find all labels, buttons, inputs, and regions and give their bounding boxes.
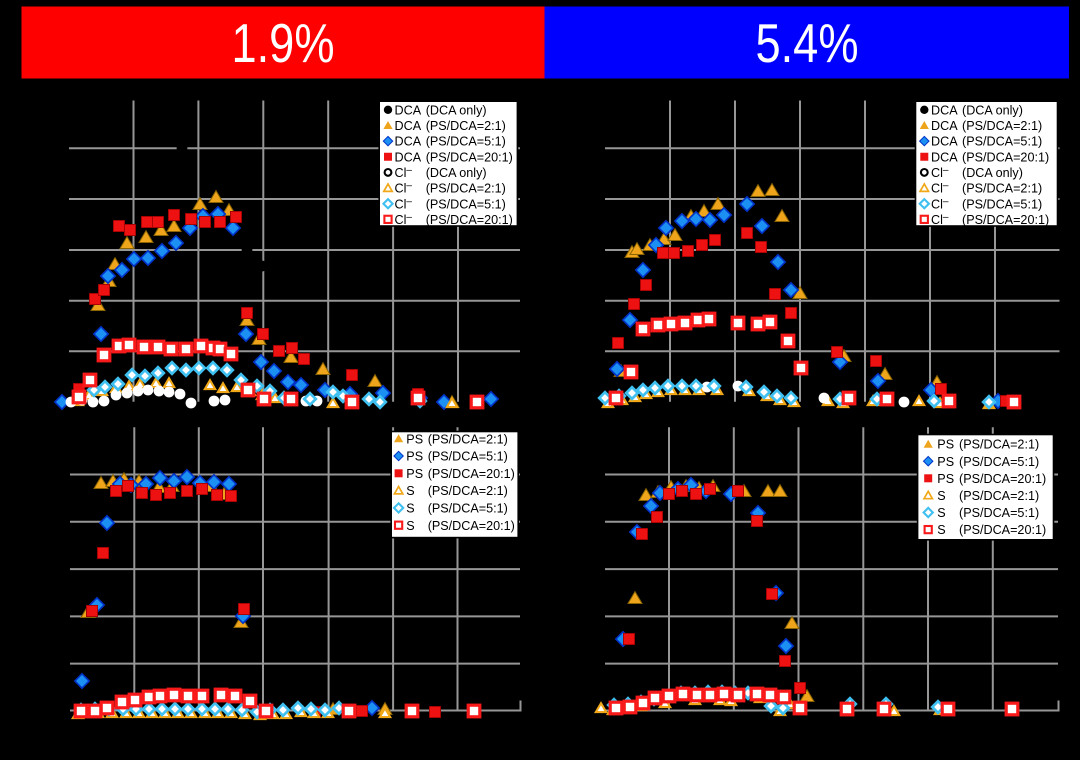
svg-text:(DCA only): (DCA only) xyxy=(962,166,1023,180)
svg-text:(PS/DCA=2:1): (PS/DCA=2:1) xyxy=(962,119,1042,133)
svg-text:S: S xyxy=(406,502,414,516)
svg-text:(PS/DCA=2:1): (PS/DCA=2:1) xyxy=(428,484,508,498)
svg-text:(PS/DCA=2:1): (PS/DCA=2:1) xyxy=(959,438,1039,452)
svg-text:(PS/DCA=20:1): (PS/DCA=20:1) xyxy=(428,467,515,481)
svg-text:(PS/DCA=20:1): (PS/DCA=20:1) xyxy=(426,150,513,164)
svg-text:(PS/DCA=20:1): (PS/DCA=20:1) xyxy=(959,523,1046,537)
svg-text:(PS/DCA=5:1): (PS/DCA=5:1) xyxy=(962,197,1042,211)
svg-text:DCA: DCA xyxy=(931,150,958,164)
svg-text:(PS/DCA=2:1): (PS/DCA=2:1) xyxy=(426,119,506,133)
svg-text:(PS/DCA=2:1): (PS/DCA=2:1) xyxy=(426,182,506,196)
svg-text:(PS/DCA=20:1): (PS/DCA=20:1) xyxy=(959,472,1046,486)
svg-text:5.4%: 5.4% xyxy=(756,12,859,74)
svg-text:(PS/DCA=5:1): (PS/DCA=5:1) xyxy=(962,135,1042,149)
svg-text:(PS/DCA=5:1): (PS/DCA=5:1) xyxy=(959,506,1039,520)
svg-text:(DCA only): (DCA only) xyxy=(426,166,487,180)
svg-text:(PS/DCA=20:1): (PS/DCA=20:1) xyxy=(428,519,515,533)
svg-text:PS: PS xyxy=(406,432,423,446)
svg-text:PS: PS xyxy=(937,455,954,469)
svg-text:PS: PS xyxy=(406,450,423,464)
svg-text:(PS/DCA=20:1): (PS/DCA=20:1) xyxy=(962,150,1049,164)
svg-text:S: S xyxy=(937,523,945,537)
svg-text:(PS/DCA=5:1): (PS/DCA=5:1) xyxy=(428,502,508,516)
svg-text:(PS/DCA=2:1): (PS/DCA=2:1) xyxy=(959,489,1039,503)
svg-text:S: S xyxy=(406,519,414,533)
svg-text:DCA: DCA xyxy=(931,103,958,117)
svg-text:(PS/DCA=2:1): (PS/DCA=2:1) xyxy=(962,182,1042,196)
svg-text:DCA: DCA xyxy=(395,119,422,133)
svg-text:DCA: DCA xyxy=(931,119,958,133)
svg-text:S: S xyxy=(406,484,414,498)
svg-text:(PS/DCA=5:1): (PS/DCA=5:1) xyxy=(426,135,506,149)
svg-text:(PS/DCA=2:1): (PS/DCA=2:1) xyxy=(428,432,508,446)
svg-text:(DCA only): (DCA only) xyxy=(426,103,487,117)
svg-text:(PS/DCA=20:1): (PS/DCA=20:1) xyxy=(962,213,1049,227)
svg-text:DCA: DCA xyxy=(395,150,422,164)
svg-text:(DCA only): (DCA only) xyxy=(962,103,1023,117)
svg-text:S: S xyxy=(937,489,945,503)
svg-text:S: S xyxy=(937,506,945,520)
svg-text:(PS/DCA=5:1): (PS/DCA=5:1) xyxy=(426,197,506,211)
svg-text:(PS/DCA=5:1): (PS/DCA=5:1) xyxy=(959,455,1039,469)
svg-text:DCA: DCA xyxy=(395,135,422,149)
svg-text:DCA: DCA xyxy=(395,103,422,117)
svg-text:(PS/DCA=20:1): (PS/DCA=20:1) xyxy=(426,213,513,227)
svg-text:DCA: DCA xyxy=(931,135,958,149)
svg-text:PS: PS xyxy=(937,472,954,486)
svg-text:1.9%: 1.9% xyxy=(232,12,335,74)
svg-text:PS: PS xyxy=(406,467,423,481)
svg-text:PS: PS xyxy=(937,438,954,452)
svg-text:(PS/DCA=5:1): (PS/DCA=5:1) xyxy=(428,450,508,464)
